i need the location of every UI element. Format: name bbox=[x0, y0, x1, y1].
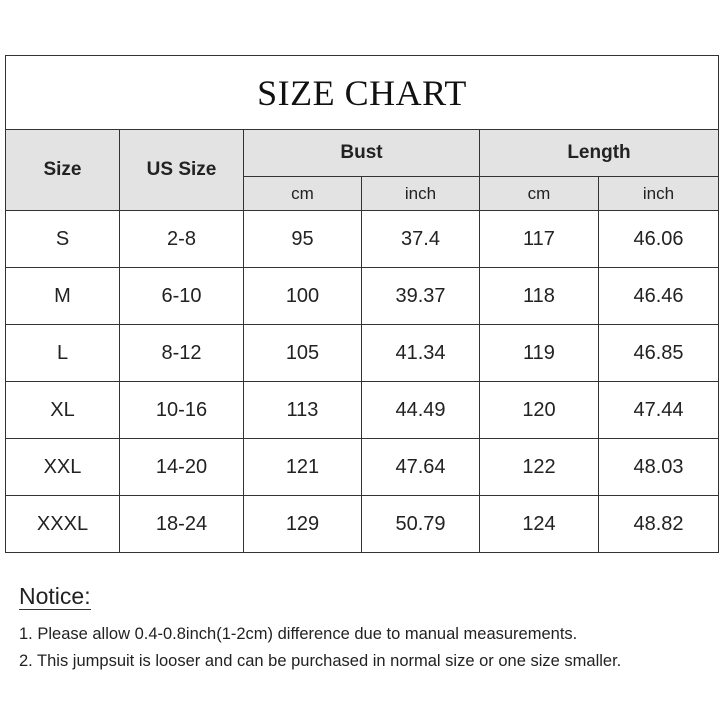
cell-size: XXXL bbox=[5, 495, 120, 553]
cell-bust-inch: 44.49 bbox=[361, 381, 480, 439]
cell-size: XL bbox=[5, 381, 120, 439]
table-row: S 2-8 95 37.4 117 46.06 bbox=[5, 210, 719, 268]
cell-size: M bbox=[5, 267, 120, 325]
header-bust-inch: inch bbox=[361, 176, 480, 211]
header-length-inch: inch bbox=[598, 176, 719, 211]
cell-length-cm: 124 bbox=[479, 495, 599, 553]
cell-size: L bbox=[5, 324, 120, 382]
cell-length-inch: 47.44 bbox=[598, 381, 719, 439]
cell-length-cm: 122 bbox=[479, 438, 599, 496]
cell-bust-cm: 113 bbox=[243, 381, 362, 439]
cell-bust-inch: 37.4 bbox=[361, 210, 480, 268]
cell-bust-cm: 95 bbox=[243, 210, 362, 268]
header-length-cm: cm bbox=[479, 176, 599, 211]
table-row: XXL 14-20 121 47.64 122 48.03 bbox=[5, 438, 719, 496]
cell-bust-cm: 129 bbox=[243, 495, 362, 553]
cell-bust-cm: 105 bbox=[243, 324, 362, 382]
size-chart-table: SIZE CHART Size US Size Bust Length cm i… bbox=[5, 55, 719, 553]
cell-bust-cm: 100 bbox=[243, 267, 362, 325]
header-bust: Bust bbox=[243, 129, 480, 177]
cell-us-size: 10-16 bbox=[119, 381, 244, 439]
cell-length-cm: 120 bbox=[479, 381, 599, 439]
header-size: Size bbox=[5, 129, 120, 211]
cell-us-size: 14-20 bbox=[119, 438, 244, 496]
cell-us-size: 2-8 bbox=[119, 210, 244, 268]
cell-length-inch: 46.85 bbox=[598, 324, 719, 382]
cell-length-inch: 48.03 bbox=[598, 438, 719, 496]
cell-us-size: 6-10 bbox=[119, 267, 244, 325]
notice-item: 1. Please allow 0.4-0.8inch(1-2cm) diffe… bbox=[19, 625, 578, 643]
table-row: L 8-12 105 41.34 119 46.85 bbox=[5, 324, 719, 382]
cell-length-cm: 118 bbox=[479, 267, 599, 325]
cell-length-cm: 117 bbox=[479, 210, 599, 268]
notice-item: 2. This jumpsuit is looser and can be pu… bbox=[19, 652, 622, 670]
cell-length-inch: 46.06 bbox=[598, 210, 719, 268]
table-row: XXXL 18-24 129 50.79 124 48.82 bbox=[5, 495, 719, 553]
table-row: M 6-10 100 39.37 118 46.46 bbox=[5, 267, 719, 325]
cell-length-inch: 48.82 bbox=[598, 495, 719, 553]
header-length: Length bbox=[479, 129, 719, 177]
notice-heading: Notice: bbox=[19, 583, 91, 610]
header-bust-cm: cm bbox=[243, 176, 362, 211]
cell-bust-cm: 121 bbox=[243, 438, 362, 496]
cell-us-size: 8-12 bbox=[119, 324, 244, 382]
cell-length-cm: 119 bbox=[479, 324, 599, 382]
cell-bust-inch: 47.64 bbox=[361, 438, 480, 496]
cell-size: XXL bbox=[5, 438, 120, 496]
cell-size: S bbox=[5, 210, 120, 268]
cell-us-size: 18-24 bbox=[119, 495, 244, 553]
cell-length-inch: 46.46 bbox=[598, 267, 719, 325]
header-us-size: US Size bbox=[119, 129, 244, 211]
table-row: XL 10-16 113 44.49 120 47.44 bbox=[5, 381, 719, 439]
cell-bust-inch: 39.37 bbox=[361, 267, 480, 325]
cell-bust-inch: 41.34 bbox=[361, 324, 480, 382]
chart-title: SIZE CHART bbox=[5, 55, 719, 130]
cell-bust-inch: 50.79 bbox=[361, 495, 480, 553]
